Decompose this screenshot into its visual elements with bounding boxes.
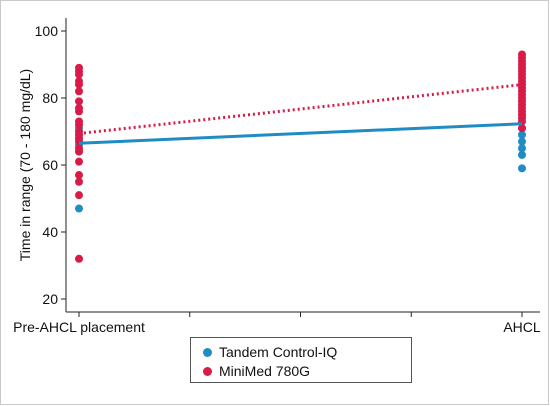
point-minimed-ahcl bbox=[518, 124, 526, 133]
y-tick-label: 100 bbox=[35, 23, 59, 39]
fit-line-minimed bbox=[78, 83, 523, 136]
point-minimed-pre bbox=[75, 97, 83, 106]
point-minimed-pre bbox=[75, 107, 83, 116]
legend-item-tandem: Tandem Control-IQ bbox=[203, 343, 337, 361]
point-tandem-ahcl bbox=[518, 164, 526, 173]
legend-label-tandem: Tandem Control-IQ bbox=[219, 344, 338, 360]
x-tick-label: AHCL bbox=[503, 319, 541, 335]
point-tandem-ahcl bbox=[518, 144, 526, 153]
y-tick-label: 80 bbox=[42, 90, 58, 106]
point-minimed-pre bbox=[75, 70, 83, 79]
y-tick-label: 40 bbox=[42, 224, 58, 240]
point-minimed-pre bbox=[75, 177, 83, 186]
point-minimed-pre bbox=[75, 171, 83, 180]
point-minimed-pre bbox=[75, 120, 83, 129]
point-tandem-ahcl bbox=[518, 137, 526, 146]
point-minimed-pre bbox=[75, 80, 83, 89]
point-minimed-pre bbox=[75, 191, 83, 200]
y-axis-title: Time in range (70 - 180 mg/dL) bbox=[17, 69, 33, 261]
point-tandem-ahcl bbox=[518, 150, 526, 159]
point-minimed-pre bbox=[75, 87, 83, 96]
axes: 20 40 60 80 100 Pre-AHCL placement AHCL bbox=[13, 18, 541, 335]
x-tick-label: Pre-AHCL placement bbox=[13, 319, 145, 335]
marks bbox=[75, 50, 526, 263]
legend-item-minimed: MiniMed 780G bbox=[203, 362, 310, 380]
point-minimed-pre bbox=[75, 157, 83, 166]
legend-marker-tandem bbox=[203, 347, 212, 357]
legend: Tandem Control-IQ MiniMed 780G bbox=[190, 337, 412, 383]
fit-line-tandem bbox=[78, 122, 523, 145]
y-tick-label: 20 bbox=[42, 291, 58, 307]
point-minimed-pre bbox=[75, 254, 83, 263]
legend-marker-minimed bbox=[203, 366, 212, 376]
point-minimed-pre bbox=[75, 147, 83, 156]
legend-label-minimed: MiniMed 780G bbox=[219, 363, 311, 379]
y-tick-label: 60 bbox=[42, 157, 58, 173]
point-tandem-ahcl bbox=[518, 130, 526, 139]
point-tandem-pre bbox=[75, 204, 83, 213]
